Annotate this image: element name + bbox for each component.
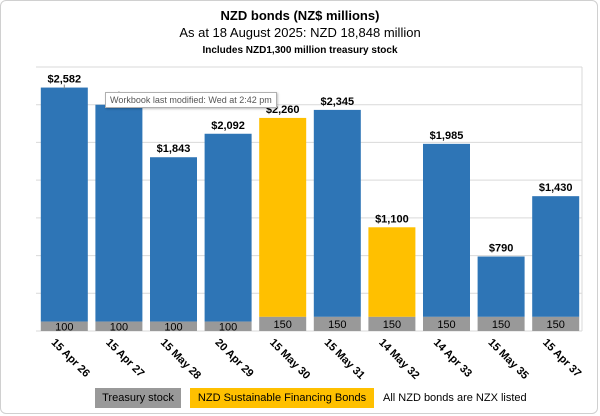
bond-bar — [204, 133, 252, 322]
bond-bar — [313, 109, 361, 317]
total-label: $1,843 — [157, 143, 191, 155]
x-axis-tick-label: 15 May 31 — [322, 337, 367, 382]
treasury-stock-label: 150 — [274, 319, 292, 331]
bond-bar — [150, 157, 197, 322]
bond-bar — [40, 87, 88, 322]
treasury-stock-bar — [313, 316, 361, 331]
treasury-stock-bar — [150, 321, 197, 331]
x-axis-tick-label: 15 May 35 — [485, 337, 530, 382]
x-axis-tick-label: 15 Apr 37 — [540, 337, 583, 380]
x-axis-tick-label: 14 May 32 — [376, 337, 421, 382]
treasury-stock-label: 150 — [328, 319, 346, 331]
chart-title: NZD bonds (NZ$ millions) — [220, 8, 380, 23]
x-axis-tick-label: 15 May 30 — [267, 337, 312, 382]
chart-note: Includes NZD1,300 million treasury stock — [202, 45, 398, 56]
total-label: $2,092 — [211, 120, 245, 132]
bond-bar — [423, 143, 470, 317]
total-label: $2,345 — [320, 96, 354, 108]
total-label: $1,100 — [375, 213, 409, 225]
treasury-stock-bar — [259, 316, 307, 331]
bond-bar — [477, 256, 525, 317]
x-axis-tick-label: 15 Apr 26 — [49, 337, 92, 380]
treasury-stock-label: 150 — [437, 319, 455, 331]
treasury-stock-bar — [477, 316, 525, 331]
x-axis-tick-label: 15 May 28 — [158, 337, 203, 382]
legend-treasury-stock: Treasury stock — [95, 388, 181, 408]
treasury-stock-bar — [95, 321, 143, 331]
legend-sustainable-bonds: NZD Sustainable Financing Bonds — [190, 388, 374, 408]
treasury-stock-label: 100 — [219, 321, 237, 333]
treasury-stock-bar — [423, 316, 470, 331]
workbook-modified-tooltip: Workbook last modified: Wed at 2:42 pm — [105, 92, 277, 108]
treasury-stock-label: 100 — [55, 321, 73, 333]
treasury-stock-bar — [368, 316, 416, 331]
x-axis-tick-label: 14 Apr 33 — [431, 337, 474, 380]
x-axis-tick-label: 15 Apr 27 — [103, 337, 146, 380]
treasury-stock-bar — [204, 321, 252, 331]
chart-subtitle: As at 18 August 2025: NZD 18,848 million — [179, 25, 421, 40]
treasury-stock-label: 150 — [492, 319, 510, 331]
treasury-stock-label: 150 — [383, 319, 401, 331]
treasury-stock-label: 100 — [164, 321, 182, 333]
total-label: $1,430 — [539, 182, 573, 194]
total-label: $2,582 — [47, 74, 81, 86]
bond-bar — [95, 104, 143, 322]
total-label: $790 — [489, 243, 513, 255]
bond-bar — [368, 227, 416, 317]
bond-bar — [259, 117, 307, 317]
bond-bar — [532, 196, 580, 317]
treasury-stock-label: 150 — [547, 319, 565, 331]
treasury-stock-label: 100 — [110, 321, 128, 333]
x-axis-tick-label: 20 Apr 29 — [212, 337, 255, 380]
treasury-stock-bar — [40, 321, 88, 331]
total-label: $1,985 — [430, 130, 464, 142]
treasury-stock-bar — [532, 316, 580, 331]
legend-nzx-note: All NZD bonds are NZX listed — [383, 392, 527, 404]
